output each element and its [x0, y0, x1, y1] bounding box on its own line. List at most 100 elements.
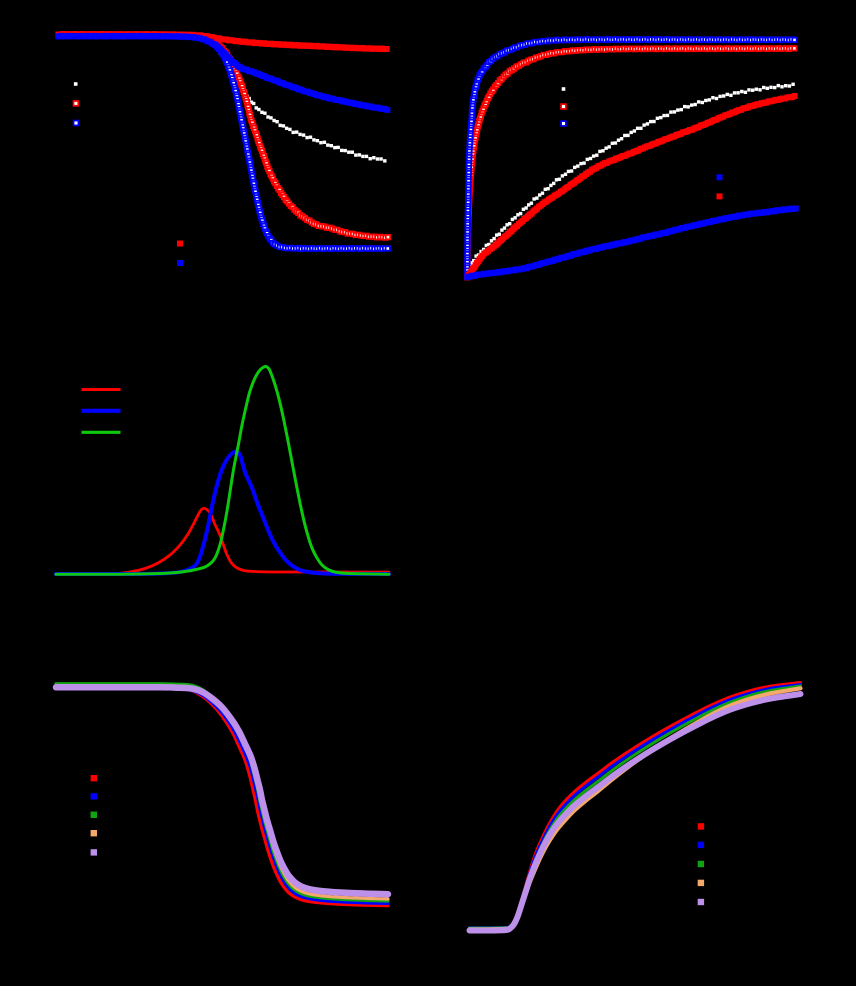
square-marker [791, 45, 798, 52]
square-marker [693, 102, 697, 107]
square-marker [379, 157, 383, 161]
square-marker [613, 141, 618, 145]
square-marker [529, 201, 534, 205]
square-marker [524, 206, 528, 210]
square-marker [676, 108, 680, 112]
square-marker [665, 113, 670, 118]
series-blue-peak [54, 449, 391, 577]
square-marker [372, 156, 376, 160]
square-marker [298, 132, 302, 137]
square-marker [579, 161, 583, 166]
square-marker [707, 98, 711, 102]
square-marker [322, 140, 327, 144]
legend-swatch-filled-square [561, 87, 566, 91]
square-marker [591, 154, 596, 158]
square-marker [616, 138, 621, 142]
legend-swatch-filled-square [697, 841, 705, 849]
square-marker [736, 91, 740, 95]
square-marker [762, 85, 766, 90]
square-marker [500, 228, 504, 232]
square-marker [546, 187, 550, 191]
square-marker [604, 146, 608, 150]
square-marker [769, 85, 773, 89]
chart-middle-left [54, 364, 391, 577]
square-marker [319, 141, 323, 145]
square-marker [690, 103, 694, 107]
legend-upper-left [72, 82, 80, 127]
legend-swatch-filled-square [697, 898, 705, 906]
square-marker [787, 84, 792, 88]
legend-swatch-filled-square [177, 260, 183, 266]
square-marker [305, 135, 309, 140]
square-marker [697, 100, 701, 104]
square-marker [569, 169, 574, 173]
square-marker [521, 207, 526, 211]
legend-swatch-filled-square [697, 879, 705, 887]
square-marker [747, 88, 751, 92]
square-marker [375, 157, 380, 161]
square-marker [655, 116, 660, 120]
legend-swatch-filled-square [90, 849, 97, 856]
square-marker [254, 106, 258, 110]
square-marker [263, 111, 267, 115]
square-marker [474, 254, 478, 258]
square-marker [563, 172, 568, 176]
square-marker [619, 137, 624, 141]
square-marker [791, 36, 798, 44]
square-marker [601, 149, 605, 153]
legend-swatch-filled-square [697, 860, 705, 868]
square-marker [791, 82, 795, 86]
square-marker [284, 126, 289, 130]
series-green-peak [54, 364, 391, 576]
legend-swatch-open-square [560, 103, 567, 110]
square-marker [301, 133, 306, 137]
square-marker [260, 110, 264, 114]
legend-upper-left [81, 388, 121, 434]
square-marker [497, 232, 501, 236]
square-marker [383, 46, 390, 52]
square-marker [718, 94, 722, 99]
square-marker [333, 145, 337, 150]
square-marker [384, 106, 391, 113]
square-marker [711, 96, 715, 100]
square-marker [635, 126, 640, 130]
square-marker [505, 223, 509, 227]
square-marker [549, 183, 553, 188]
series-violet-turnon [466, 691, 804, 934]
chart-bottom-left [52, 682, 392, 908]
series-blue-filled-squares [55, 32, 391, 113]
square-marker [714, 96, 719, 101]
square-marker [272, 118, 276, 123]
square-marker [538, 193, 542, 197]
square-marker [502, 226, 507, 230]
square-marker [751, 88, 755, 92]
square-marker [649, 119, 653, 124]
legend-swatch-filled-square [716, 193, 723, 200]
series-violet-sigmoid [52, 684, 392, 898]
square-marker [354, 153, 358, 157]
legend-lower-center [177, 240, 183, 266]
square-marker [257, 107, 261, 112]
square-marker [743, 90, 748, 94]
square-marker [516, 213, 520, 217]
square-marker [683, 104, 687, 109]
square-marker [291, 130, 295, 135]
square-marker [489, 239, 494, 243]
square-marker [557, 177, 562, 181]
legend-upper-middle [560, 87, 567, 127]
square-marker [364, 154, 369, 159]
square-marker [487, 242, 491, 247]
square-marker [758, 88, 762, 92]
square-marker [479, 249, 483, 254]
square-marker [383, 159, 387, 163]
square-marker [535, 196, 539, 200]
square-marker [357, 153, 362, 157]
legend-swatch-open-square [72, 100, 80, 107]
chart-bottom-right [466, 681, 804, 934]
square-marker [776, 83, 780, 88]
square-marker [343, 148, 347, 153]
square-marker [560, 174, 565, 178]
square-marker [492, 236, 496, 241]
square-marker [792, 205, 799, 212]
